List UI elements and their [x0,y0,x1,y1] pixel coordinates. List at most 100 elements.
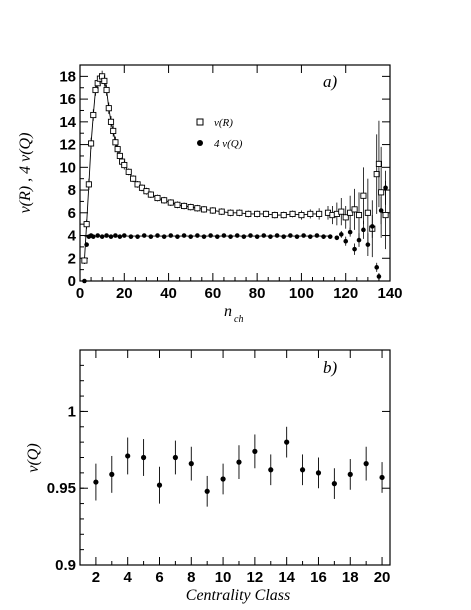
data-point-vr [316,210,323,217]
data-point-vr [147,191,154,198]
data-point-vr [116,152,123,159]
x-axis-label-main: n [224,303,232,320]
data-point-vr [382,212,389,219]
data-point-b [125,453,131,459]
data-point-b [331,481,337,487]
data-point-vq [161,234,167,239]
data-point-vq [221,233,227,238]
data-point-vr [83,221,90,228]
x-tick-label-b: 16 [310,569,327,586]
data-point-b [268,467,274,473]
data-point-b [363,461,369,467]
y-axis-label-b: ν(Q) [25,443,42,472]
data-point-vq [254,234,260,239]
x-tick-label-b: 20 [374,569,391,586]
y-tick-label-a: 4 [68,228,77,245]
data-point-vr [236,209,243,216]
data-point-vr [307,210,314,217]
data-point-vq [195,233,200,238]
data-point-vr [101,77,108,84]
data-point-vq [321,234,326,239]
data-point-vr [107,118,115,125]
data-point-vr [378,189,385,196]
panel-b: 2 4 6 8 10 12 14 16 18 20 0.9 0.95 1 b) ν(Q) Central… [25,349,391,604]
data-point-b [347,471,353,477]
data-point-b [188,461,194,467]
data-point-vr [187,204,194,211]
data-point-vr [194,205,201,212]
data-point-vr [81,257,88,264]
data-point-vr [342,214,349,221]
data-point-vr [360,192,367,199]
data-point-vq [201,234,207,239]
data-point-vr [88,140,95,147]
y-tick-label-a: 0 [68,273,76,290]
y-tick-label-a: 6 [68,205,76,222]
data-point-vq [268,234,273,239]
data-point-vr [90,111,97,119]
panel-label-b: b) [323,358,338,377]
data-point-vq [288,233,293,238]
data-point-vq [374,265,380,270]
x-tick-label-b: 18 [342,569,359,586]
data-point-vr [338,208,345,215]
data-point-vq [117,234,123,239]
data-point-vq [352,246,357,252]
data-point-vq [208,233,213,238]
data-point-b [315,470,322,476]
y-tick-label-b: 1 [68,403,76,420]
data-point-b [93,479,99,485]
data-point-vr [138,184,146,191]
y-tick-label-b: 0.95 [47,480,76,497]
data-point-vr [110,127,117,134]
x-tick-label-a: 120 [333,285,358,302]
panel-a: 0 20 40 60 80 100 120 140 0 2 4 6 8 10 12 14 16 18 a) ν(R… [17,64,403,325]
data-point-vr [289,210,296,217]
data-point-vq [108,234,114,239]
data-point-vq [369,224,375,229]
legend-marker-open-square [196,118,204,126]
data-point-vq [274,233,280,238]
data-point-vq [356,237,362,243]
data-point-vr [351,206,358,213]
data-point-vq [181,233,187,238]
data-point-vr [209,207,216,214]
data-point-vr [92,86,99,94]
data-point-vr [200,206,208,213]
x-tick-label-a: 40 [160,285,177,302]
x-tick-label-b: 10 [215,569,232,586]
x-tick-label-b: 6 [155,569,163,586]
data-point-b [284,439,290,445]
data-point-vr [167,199,174,206]
y-tick-label-a: 14 [59,114,76,131]
data-point-b [109,471,115,477]
x-tick-label-a: 140 [377,285,402,302]
data-point-vr [161,197,168,204]
legend-marker-filled-circle [197,140,203,146]
legend-a: ν(R) 4 ν(Q) [196,117,243,150]
data-point-vr [134,181,141,188]
data-point-vr [280,212,287,219]
data-point-b [252,448,258,454]
legend-label-vq: 4 ν(Q) [214,138,243,150]
data-point-vq [95,233,101,238]
data-point-vr [218,208,225,215]
data-point-vq [135,234,140,239]
x-tick-label-a: 100 [289,285,314,302]
data-point-vq [294,234,300,239]
x-tick-label-b: 12 [247,569,264,586]
panel-label-a: a) [323,72,338,91]
data-point-b [299,467,306,473]
data-point-vr [254,210,261,217]
x-axis-label-a: n ch [224,303,243,325]
data-point-vq [228,234,233,239]
data-point-vq [234,233,240,238]
data-point-vq [301,233,306,238]
data-point-vr [125,168,132,175]
data-point-vq [84,242,89,247]
data-point-vq [314,233,320,238]
data-point-vq [347,229,353,235]
data-point-vr [355,212,363,219]
data-point-vr [114,146,121,153]
data-point-vr [227,209,234,216]
